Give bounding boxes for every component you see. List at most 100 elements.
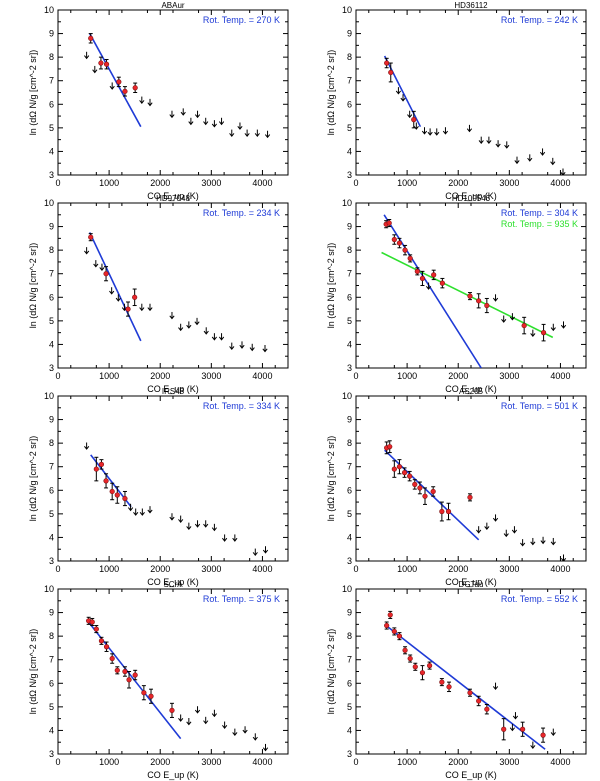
plot-frame [355,9,587,176]
y-tick-label: 5 [49,509,54,519]
data-point [169,702,175,718]
upper-limit-arrow [484,522,490,531]
y-tick-label: 6 [347,485,352,495]
y-tick-label: 8 [49,52,54,62]
upper-limit-arrow [211,523,217,532]
arrow-head [252,552,258,556]
upper-limit-arrow [84,247,90,255]
y-tick-label: 7 [49,269,54,279]
arrow-head [254,133,260,137]
arrow-head [527,157,533,162]
data-point [98,636,105,645]
arrow-head [413,125,419,130]
y-tick-label: 7 [347,655,352,665]
upper-limit-arrow [178,323,184,332]
arrow-head [139,307,145,312]
y-tick-label: 7 [49,76,54,86]
upper-limit-arrow [550,537,556,546]
upper-limit-arrow [252,548,258,556]
detection-marker [98,60,104,66]
detection-marker [484,302,490,309]
arrow-head [186,324,192,329]
upper-limit-arrow [194,110,201,119]
upper-limit-arrow [84,51,90,60]
y-tick-label: 9 [347,608,352,618]
arrow-head [194,709,201,714]
detection-marker [88,35,94,41]
upper-limit-arrow [186,321,192,329]
detection-marker [414,268,420,274]
arrow-head [109,290,115,295]
detection-marker [114,667,120,673]
detection-marker [98,461,105,467]
y-tick-label: 5 [49,123,54,133]
arrow-head [560,557,567,561]
y-tick-label: 8 [347,52,352,62]
fit-line-1 [384,449,480,541]
chart-panel-3: HD97048 0 1000 2000 3000 4000 3 4 5 6 7 8 9 10 CO E_up… [28,194,289,394]
chart-panel-1: ABAur 0 1000 2000 3000 4000 3 4 5 6 7 8 9 10 CO E_up (… [28,1,289,201]
arrow-head [466,128,473,133]
detection-marker [387,612,393,618]
data-point [122,490,128,507]
y-tick-label: 6 [49,485,54,495]
data-point [98,459,105,470]
upper-limit-arrow [501,315,507,323]
upper-limit-arrow [262,743,269,752]
detection-marker [141,690,147,696]
x-tick-label: 1000 [99,757,119,767]
upper-limit-arrow [169,110,175,119]
upper-limit-arrow [476,526,482,534]
fit-line-1 [384,623,546,750]
detection-marker [391,628,397,635]
x-tick-label: 3000 [499,564,519,574]
arrow-head [249,347,255,352]
x-tick-label: 3000 [499,371,519,381]
y-tick-label: 10 [342,198,352,208]
upper-limit-arrow [509,723,515,732]
upper-limit-arrow [133,508,139,516]
panel-title: HD36112 [454,1,488,10]
upper-limit-arrow [211,709,217,718]
upper-limit-arrow [178,515,184,523]
detection-marker [439,508,445,515]
arrow-head [237,125,243,130]
detection-marker [169,707,175,713]
panel-title: IRS48 [162,387,185,396]
chart-panel-2: HD36112 0 1000 2000 3000 4000 3 4 5 6 7 8 9 10 CO E_up… [326,1,587,201]
arrow-head [203,523,209,528]
detection-marker [476,698,482,704]
upper-limit-arrow [178,714,184,722]
upper-limit-arrow [229,342,235,351]
arrow-head [186,721,192,726]
data-point [467,493,473,502]
upper-limit-arrow [232,728,238,737]
detection-marker [103,478,109,484]
arrow-head [530,745,536,749]
rot-temp-label-1: Rot. Temp. = 501 K [501,401,578,411]
detection-marker [439,679,445,685]
data-point [88,33,94,44]
arrow-head [512,715,519,720]
x-tick-label: 0 [353,371,358,381]
x-tick-label: 2000 [150,564,170,574]
y-tick-label: 5 [347,509,352,519]
detection-marker [122,88,128,94]
detection-marker [520,726,526,732]
plot-frame [355,395,587,562]
y-tick-label: 8 [49,245,54,255]
upper-limit-arrow [188,117,194,126]
arrow-head [188,121,194,126]
x-tick-label: 4000 [252,178,272,188]
arrow-head [492,686,499,691]
data-point [422,487,428,505]
detection-marker [388,69,394,76]
data-point [501,718,507,741]
detection-marker [484,706,490,712]
upper-limit-arrow [434,128,440,136]
fit-line-1 [383,55,422,128]
data-point [89,617,95,627]
arrow-head [425,285,432,290]
y-axis-label: ln (dΩ N/g [cm^-2 sr]) [326,629,336,714]
detection-marker [93,626,99,632]
